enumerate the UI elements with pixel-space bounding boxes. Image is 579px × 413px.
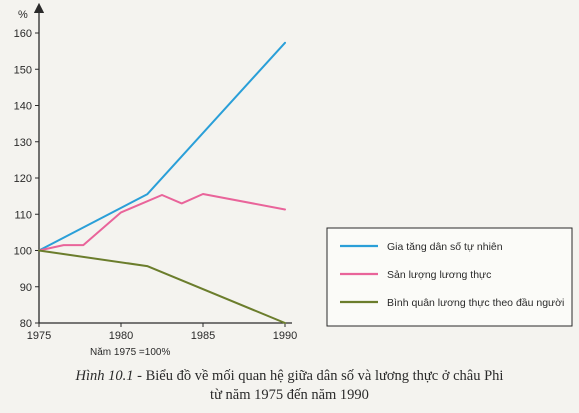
food-per-capita-line (38, 249, 286, 324)
series-lines (38, 41, 286, 324)
legend-item-food-production: Sản lượng lương thực (387, 269, 491, 281)
x-tick-label: 1985 (191, 330, 215, 342)
y-tick-label: 80 (20, 318, 32, 330)
legend-box (326, 227, 573, 327)
base-year-note: Năm 1975 =100% (90, 347, 170, 358)
figure-title: - Biểu đồ về mối quan hệ giữa dân số và … (133, 368, 504, 384)
x-tick-label: 1990 (273, 330, 297, 342)
y-ticks: 80 90 100 110 120 130 140 150 160 (14, 28, 39, 330)
y-tick-label: 120 (14, 173, 32, 185)
y-tick-label: 150 (14, 64, 32, 76)
population-growth-line (38, 41, 286, 252)
figure-label: Hình 10.1 (75, 368, 134, 384)
legend: Gia tăng dân số tự nhiên Sản lượng lương … (326, 227, 573, 327)
y-tick-label: 160 (14, 28, 32, 40)
figure-caption-line-1: Hình 10.1 - Biểu đồ về mối quan hệ giữa … (0, 368, 579, 385)
legend-item-population-growth: Gia tăng dân số tự nhiên (387, 241, 503, 253)
y-tick-label: 110 (14, 209, 32, 221)
x-ticks: 1975 1980 1985 1990 (27, 323, 297, 342)
y-tick-label: 100 (14, 246, 32, 258)
y-axis-unit: % (18, 9, 28, 21)
food-production-line (38, 193, 286, 252)
legend-item-food-per-capita: Bình quân lương thực theo đầu người (387, 297, 564, 309)
axes (33, 2, 292, 324)
y-tick-label: 130 (14, 137, 32, 149)
y-tick-label: 90 (20, 282, 32, 294)
x-tick-label: 1975 (27, 330, 51, 342)
x-tick-label: 1980 (109, 330, 133, 342)
y-tick-label: 140 (14, 101, 32, 113)
figure-caption-line-2: từ năm 1975 đến năm 1990 (210, 387, 369, 403)
